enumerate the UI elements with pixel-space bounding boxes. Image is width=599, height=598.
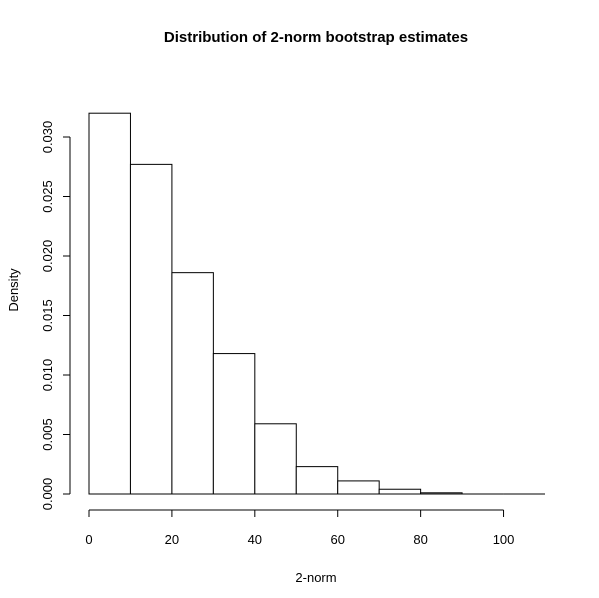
histogram-bar-0 xyxy=(88,112,131,495)
y-tick-label: 0.010 xyxy=(40,359,55,392)
histogram-bar-3 xyxy=(212,353,256,495)
y-tick-label: 0.025 xyxy=(40,180,55,213)
histogram-bar-4 xyxy=(254,423,297,495)
histogram-bar-5 xyxy=(295,466,339,495)
y-tick-label: 0.000 xyxy=(40,478,55,511)
x-tick-label: 80 xyxy=(413,532,427,547)
histogram-bar-2 xyxy=(171,272,214,495)
x-axis: 0 20 40 60 80 100 xyxy=(85,509,515,547)
chart-title: Distribution of 2-norm bootstrap estimat… xyxy=(164,29,468,46)
y-tick-label: 0.005 xyxy=(40,418,55,451)
x-tick-label: 100 xyxy=(493,532,515,547)
y-tick-label: 0.020 xyxy=(40,240,55,273)
y-tick-label: 0.030 xyxy=(40,121,55,154)
x-axis-label: 2-norm xyxy=(295,570,336,585)
y-axis: 0.000 0.005 0.010 0.015 0.020 0.025 0.030 xyxy=(40,121,71,511)
histogram-bar-6 xyxy=(337,480,380,495)
histogram-bar-7 xyxy=(378,488,422,495)
x-tick-label: 60 xyxy=(330,532,344,547)
x-tick-label: 0 xyxy=(85,532,92,547)
x-tick-label: 40 xyxy=(248,532,262,547)
histogram-bar-8 xyxy=(420,492,463,495)
y-axis-label: Density xyxy=(6,268,21,312)
bars-group xyxy=(88,112,545,495)
histogram-bar-1 xyxy=(129,163,173,495)
y-tick-label: 0.015 xyxy=(40,299,55,332)
x-tick-label: 20 xyxy=(165,532,179,547)
